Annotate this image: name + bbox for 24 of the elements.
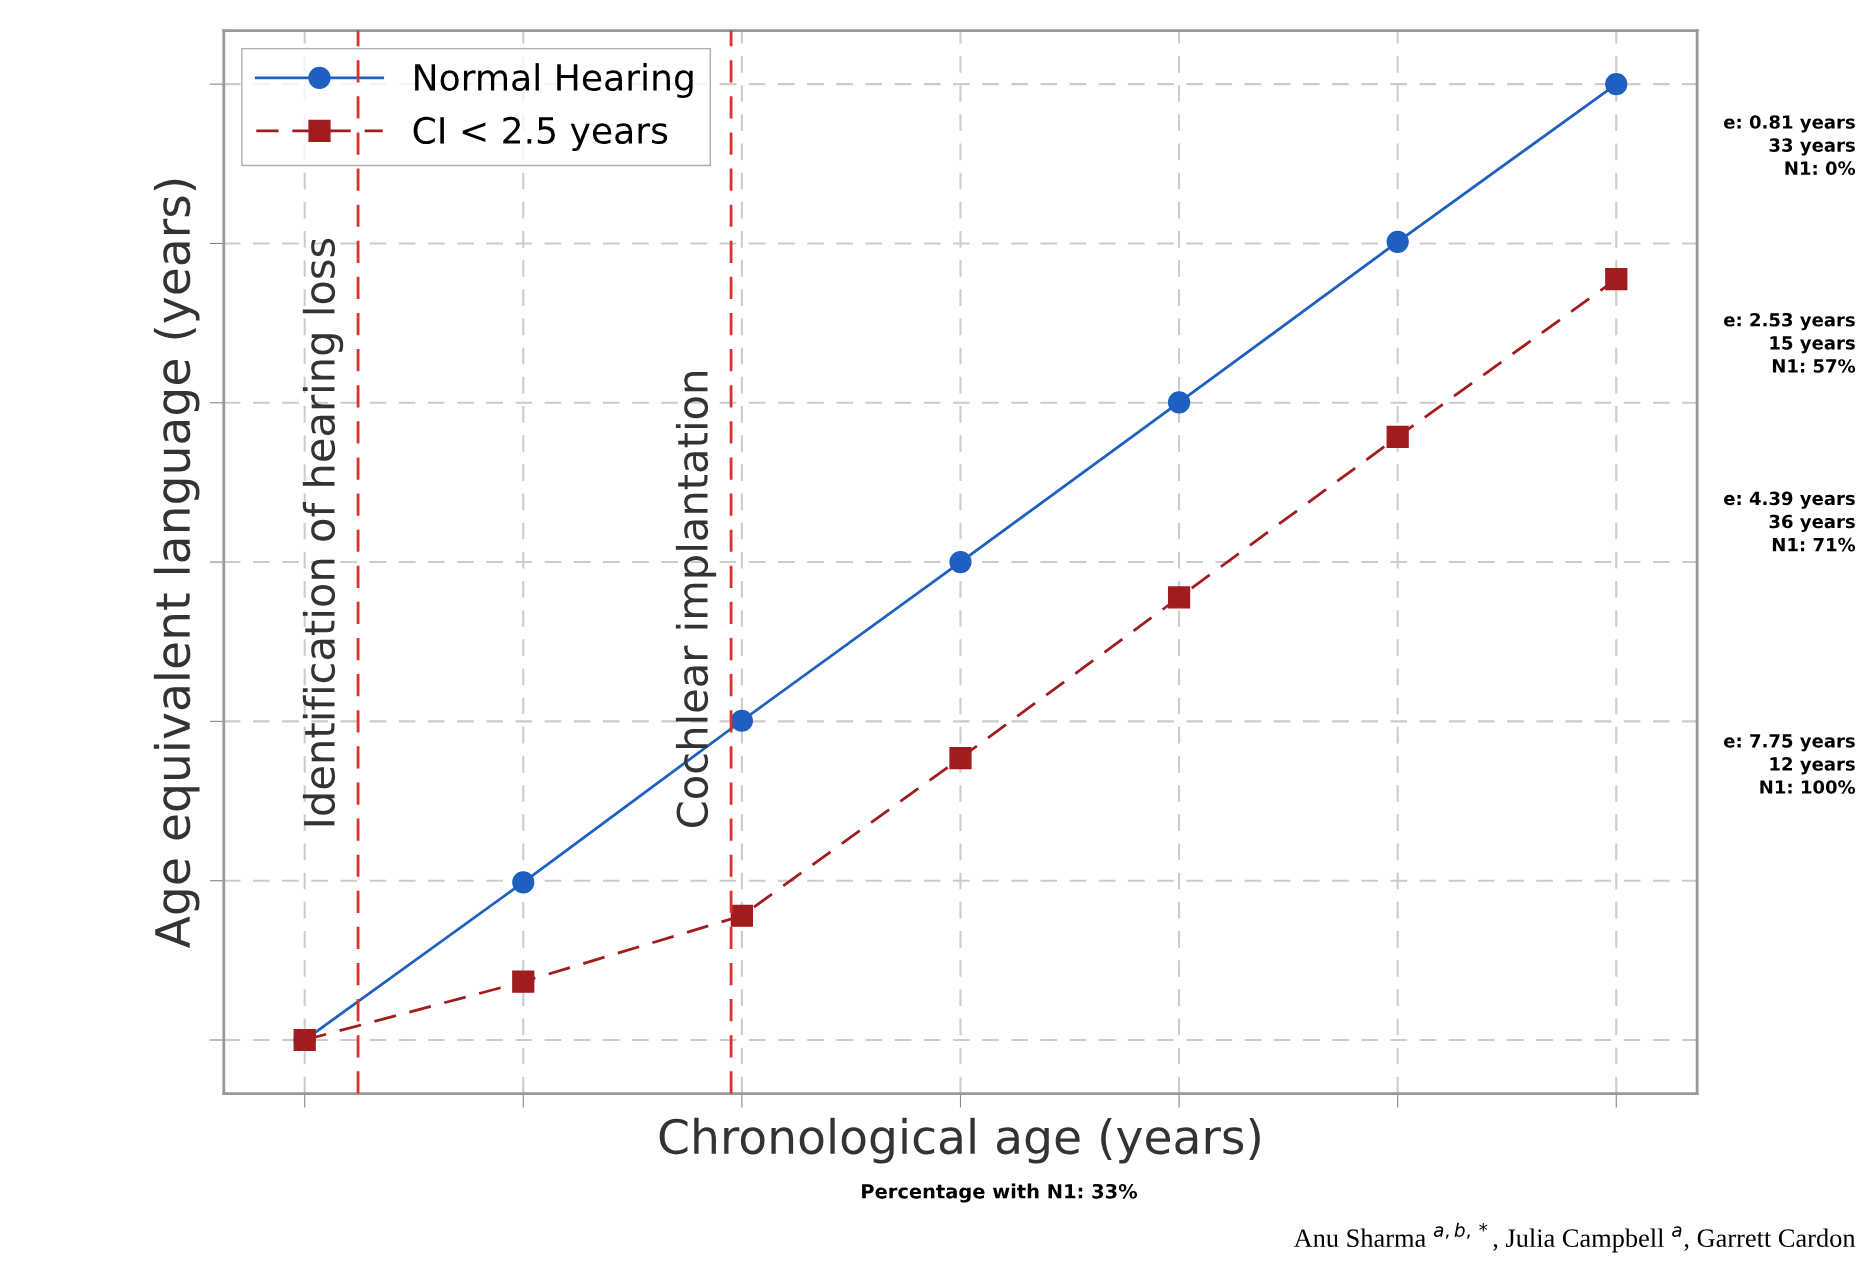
annotation: Cochlear implantation xyxy=(675,372,717,828)
text: Percentage with N1: 33% xyxy=(862,1183,1138,1203)
point xyxy=(1167,586,1191,609)
annotation: Identification of hearing loss xyxy=(302,238,344,826)
point xyxy=(730,709,753,732)
text: Anu Sharma $^{a,b,*}$, Julia Campbell $^{a}$, Garrett Cardon xyxy=(1293,1222,1856,1253)
point xyxy=(1386,230,1409,253)
text: e: 7.75 years 12 years N1: 100% xyxy=(1724,734,1856,794)
text: e: 0.81 years 33 years N1: 0% xyxy=(1724,115,1856,176)
text: e: 2.53 years 15 years N1: 57% xyxy=(1724,312,1856,373)
point xyxy=(512,970,535,993)
point xyxy=(1605,73,1628,96)
point xyxy=(1167,391,1191,414)
point xyxy=(949,746,972,770)
text: e: 4.39 years 36 years N1: 71% xyxy=(1724,491,1856,552)
y-axis-title: Age equivalent language (years) xyxy=(153,179,200,949)
legend-label: Normal Hearing xyxy=(415,63,693,99)
legend-label: CI < 2.5 years xyxy=(413,116,668,152)
point xyxy=(730,904,753,927)
point xyxy=(949,550,972,574)
x-axis-title: Chronological age (years) xyxy=(659,1117,1260,1164)
point xyxy=(512,871,535,894)
point xyxy=(1605,268,1628,291)
point xyxy=(1386,425,1409,448)
